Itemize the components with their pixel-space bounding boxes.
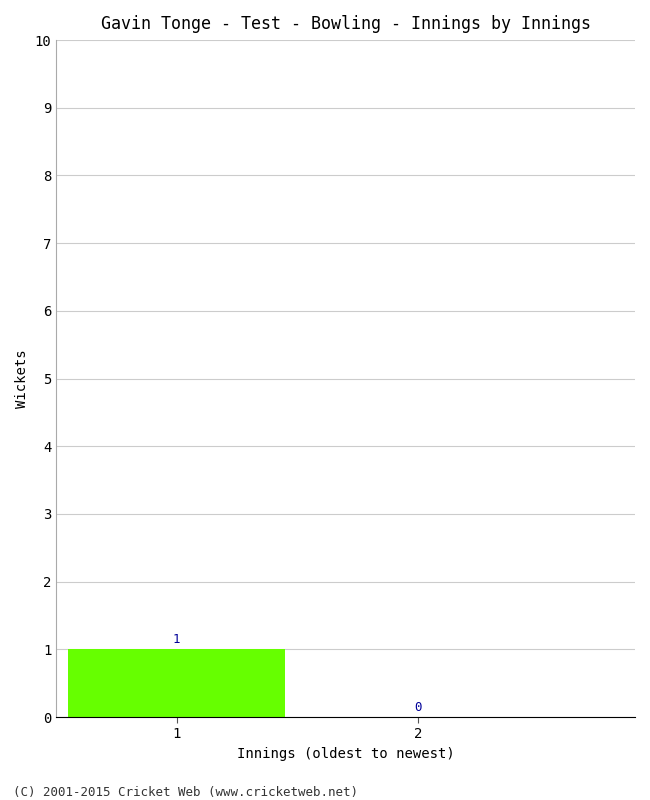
Title: Gavin Tonge - Test - Bowling - Innings by Innings: Gavin Tonge - Test - Bowling - Innings b… xyxy=(101,15,591,33)
Text: 1: 1 xyxy=(173,633,181,646)
Bar xyxy=(68,650,285,717)
Text: (C) 2001-2015 Cricket Web (www.cricketweb.net): (C) 2001-2015 Cricket Web (www.cricketwe… xyxy=(13,786,358,799)
Text: 0: 0 xyxy=(414,701,422,714)
X-axis label: Innings (oldest to newest): Innings (oldest to newest) xyxy=(237,747,454,761)
Y-axis label: Wickets: Wickets xyxy=(15,350,29,408)
